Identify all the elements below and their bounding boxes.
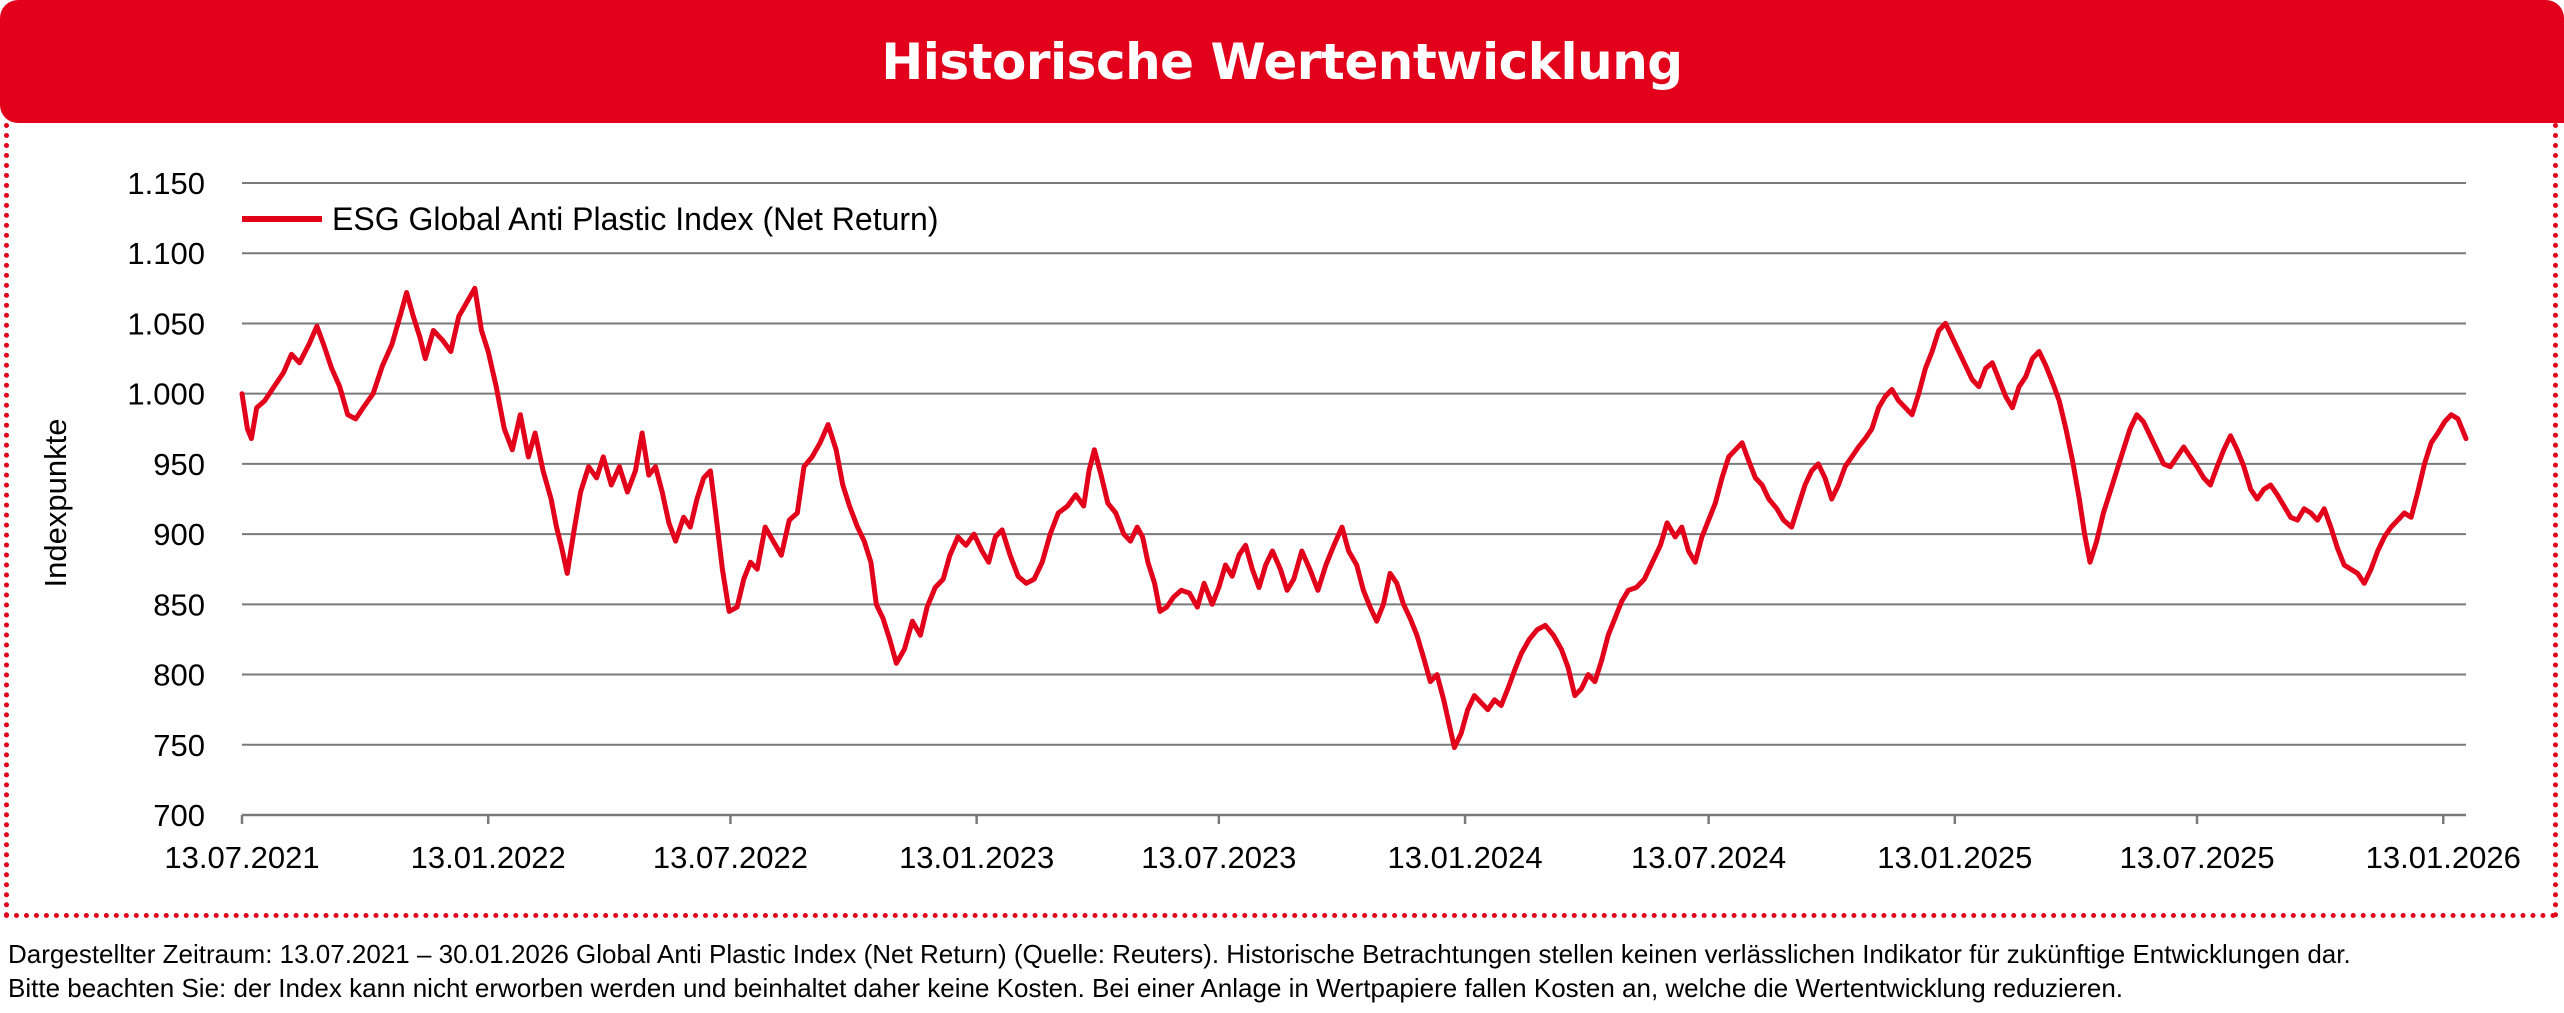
footnote-line-1: Dargestellter Zeitraum: 13.07.2021 – 30.…	[8, 939, 2351, 969]
x-tick-label: 13.01.2024	[1387, 840, 1542, 875]
y-tick-label: 700	[153, 798, 205, 833]
y-tick-label: 1.100	[127, 236, 205, 271]
chart-title: Historische Wertentwicklung	[881, 32, 1683, 91]
x-tick-label: 13.07.2024	[1631, 840, 1786, 875]
x-tick-label: 13.01.2023	[899, 840, 1054, 875]
y-tick-label: 1.000	[127, 377, 205, 412]
x-tick-label: 13.01.2022	[411, 840, 566, 875]
series-lines	[239, 285, 2469, 751]
x-tick-label: 13.07.2022	[653, 840, 808, 875]
y-tick-label: 750	[153, 728, 205, 763]
title-banner	[0, 0, 2564, 123]
legend-entry: ESG Global Anti Plastic Index (Net Retur…	[332, 201, 938, 237]
y-tick-label: 900	[153, 517, 205, 552]
y-tick-labels: 700 750 800 850 900 950 1.000 1.050 1.100 1.150	[127, 166, 205, 833]
y-tick-label: 1.150	[127, 166, 205, 201]
x-tick-label: 13.07.2025	[2119, 840, 2274, 875]
x-axis	[240, 813, 2466, 824]
x-tick-labels: 13.07.2021 13.01.2022 13.07.2022 13.01.2023…	[164, 840, 2520, 875]
x-tick-label: 13.01.2026	[2366, 840, 2521, 875]
x-tick-label: 13.07.2023	[1141, 840, 1296, 875]
y-tick-label: 1.050	[127, 306, 205, 341]
series-line	[239, 285, 2469, 751]
chart-frame	[4, 123, 2558, 918]
x-tick-label: 13.01.2025	[1877, 840, 2032, 875]
y-tick-label: 800	[153, 658, 205, 693]
gridlines	[242, 182, 2466, 746]
y-tick-label: 850	[153, 587, 205, 622]
y-axis-label: Indexpunkte	[38, 419, 73, 588]
footnote-line-2: Bitte beachten Sie: der Index kann nicht…	[8, 973, 2124, 1003]
legend: ESG Global Anti Plastic Index (Net Retur…	[242, 201, 938, 237]
y-tick-label: 950	[153, 447, 205, 482]
x-tick-label: 13.07.2021	[164, 840, 319, 875]
